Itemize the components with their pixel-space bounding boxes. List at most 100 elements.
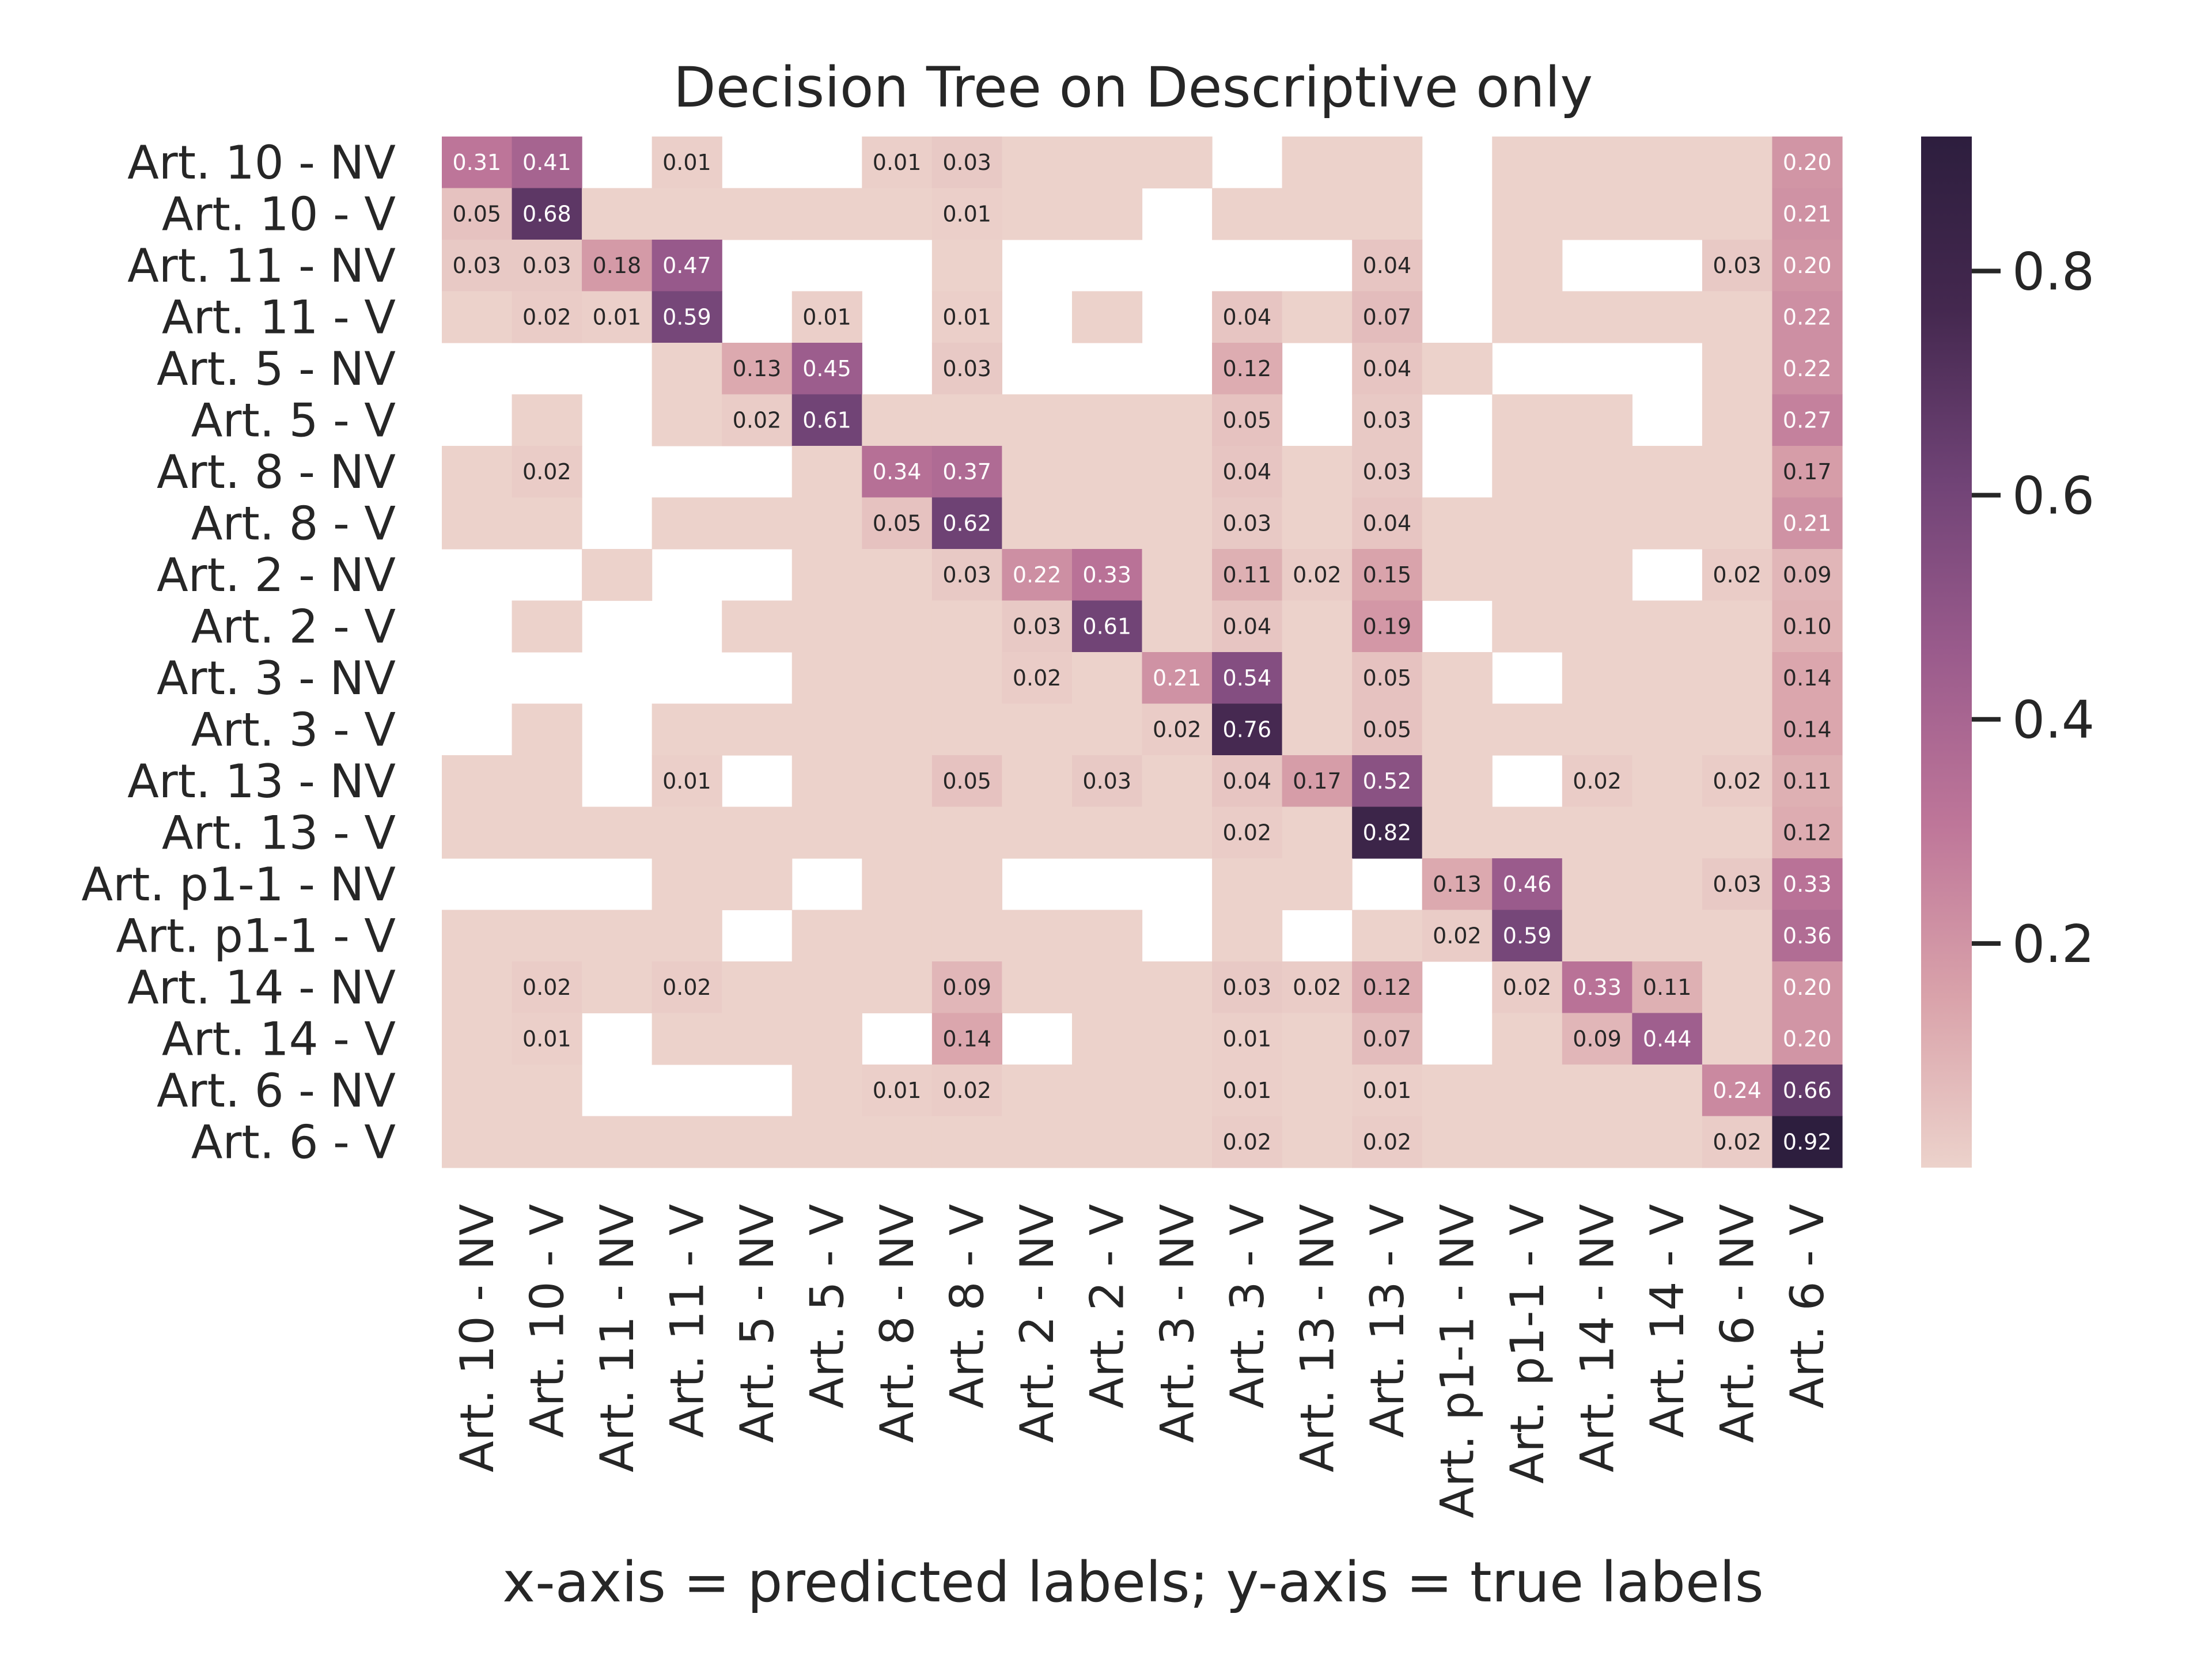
heatmap-cell xyxy=(1071,188,1143,240)
heatmap-cell xyxy=(1352,137,1423,189)
cell-value: 0.12 xyxy=(1783,820,1832,845)
heatmap-cell xyxy=(931,1065,1002,1117)
cell-value: 0.66 xyxy=(1783,1078,1832,1103)
colorbar-tick-label: 0.8 xyxy=(2012,241,2094,302)
y-tick-label: Art. p1-1 - V xyxy=(116,909,396,963)
heatmap-cell xyxy=(862,910,933,962)
heatmap-cell xyxy=(722,703,793,756)
cell-value: 0.09 xyxy=(1783,562,1832,588)
heatmap-cell xyxy=(1632,600,1703,653)
heatmap-cell xyxy=(1492,549,1563,601)
cell-value: 0.33 xyxy=(1082,562,1131,588)
cell-value: 0.02 xyxy=(662,975,711,1000)
heatmap-cell xyxy=(862,188,933,240)
cell-annotations: 0.31 0.41 0.01 0.01 0.03 0.20 0.05 0.68 0.01 0.21… xyxy=(452,150,1831,1155)
y-tick-label: Art. 6 - NV xyxy=(157,1064,396,1118)
heatmap-cell xyxy=(1282,549,1353,601)
heatmap-cell xyxy=(582,910,653,962)
heatmap-cell xyxy=(1772,806,1843,859)
cell-value: 0.82 xyxy=(1363,820,1412,845)
cell-value: 0.11 xyxy=(1783,768,1832,794)
colorbar xyxy=(1921,137,1972,1168)
cell-value: 0.18 xyxy=(593,253,642,278)
heatmap-cell xyxy=(1142,497,1213,550)
heatmap-cell xyxy=(1492,188,1563,240)
heatmap-cell xyxy=(1772,240,1843,292)
heatmap-cell xyxy=(1492,1065,1563,1117)
cell-value: 0.27 xyxy=(1783,407,1832,433)
heatmap-cell xyxy=(1492,291,1563,343)
heatmap-cell xyxy=(1562,600,1633,653)
cell-value: 0.17 xyxy=(1783,459,1832,484)
heatmap-cell xyxy=(1142,755,1213,808)
cell-value: 0.11 xyxy=(1643,975,1692,1000)
cell-value: 0.01 xyxy=(802,304,851,329)
cell-value: 0.02 xyxy=(1293,975,1342,1000)
heatmap-cell xyxy=(442,961,513,1014)
cell-value: 0.02 xyxy=(1573,768,1622,794)
x-tick-label: Art. 2 - NV xyxy=(1010,1204,1064,1443)
heatmap-cell xyxy=(931,343,1002,395)
cell-value: 0.44 xyxy=(1643,1026,1692,1051)
heatmap-cell xyxy=(1702,497,1773,550)
y-tick-label: Art. 10 - NV xyxy=(127,136,396,190)
heatmap-cell xyxy=(791,497,862,550)
cell-value: 0.01 xyxy=(942,201,991,226)
x-tick-label: Art. 5 - NV xyxy=(730,1204,784,1443)
heatmap-cell xyxy=(1212,755,1283,808)
heatmap-cell xyxy=(1492,1013,1563,1065)
cell-value: 0.02 xyxy=(1013,665,1062,691)
heatmap-cell xyxy=(652,291,722,343)
colorbar-ticks: 0.2 0.4 0.6 0.8 xyxy=(1972,241,2094,975)
cell-value: 0.22 xyxy=(1783,356,1832,381)
cell-value: 0.02 xyxy=(1223,1129,1272,1154)
cell-value: 0.46 xyxy=(1503,872,1552,897)
cell-value: 0.41 xyxy=(522,150,571,175)
cell-value: 0.21 xyxy=(1153,665,1202,691)
heatmap-cell xyxy=(1702,910,1773,962)
heatmap-cell xyxy=(1142,600,1213,653)
heatmap-cell xyxy=(1772,961,1843,1014)
heatmap-cell xyxy=(791,806,862,859)
heatmap-cell xyxy=(512,137,582,189)
cell-value: 0.59 xyxy=(662,304,711,329)
heatmap-cell xyxy=(442,240,513,292)
heatmap-cell xyxy=(1632,137,1703,189)
heatmap-cell xyxy=(1702,961,1773,1014)
cell-value: 0.15 xyxy=(1363,562,1412,588)
cell-value: 0.04 xyxy=(1363,253,1412,278)
cell-value: 0.47 xyxy=(662,253,711,278)
heatmap-cell xyxy=(931,600,1002,653)
cell-value: 0.54 xyxy=(1223,665,1272,691)
heatmap-cell xyxy=(652,1116,722,1168)
cell-value: 0.14 xyxy=(1783,665,1832,691)
heatmap-cell xyxy=(1562,755,1633,808)
cell-value: 0.36 xyxy=(1783,923,1832,948)
heatmap-cell xyxy=(1352,600,1423,653)
heatmap-cell xyxy=(1282,291,1353,343)
y-tick-label: Art. 6 - V xyxy=(191,1115,396,1169)
heatmap-cell xyxy=(1071,549,1143,601)
colorbar-tick-label: 0.2 xyxy=(2012,914,2094,975)
heatmap-cell xyxy=(1702,291,1773,343)
heatmap-cell xyxy=(1422,858,1493,911)
heatmap-cell xyxy=(582,240,653,292)
heatmap-cell xyxy=(512,446,582,498)
heatmap-cell xyxy=(1002,549,1073,601)
heatmap-cell xyxy=(1282,1116,1353,1168)
cell-value: 0.05 xyxy=(452,201,501,226)
x-tick-label: Art. 10 - NV xyxy=(450,1204,504,1472)
heatmap-cell xyxy=(722,961,793,1014)
heatmap-cell xyxy=(1492,1116,1563,1168)
x-tick-label: Art. 14 - V xyxy=(1641,1204,1694,1438)
heatmap-cell xyxy=(1422,549,1493,601)
heatmap-cell xyxy=(1352,1065,1423,1117)
heatmap-cell xyxy=(862,549,933,601)
heatmap-cell xyxy=(791,755,862,808)
heatmap-cell xyxy=(652,137,722,189)
colorbar-tick-label: 0.4 xyxy=(2012,690,2094,751)
heatmap-cell xyxy=(442,1065,513,1117)
y-tick-label: Art. 14 - NV xyxy=(127,961,396,1014)
